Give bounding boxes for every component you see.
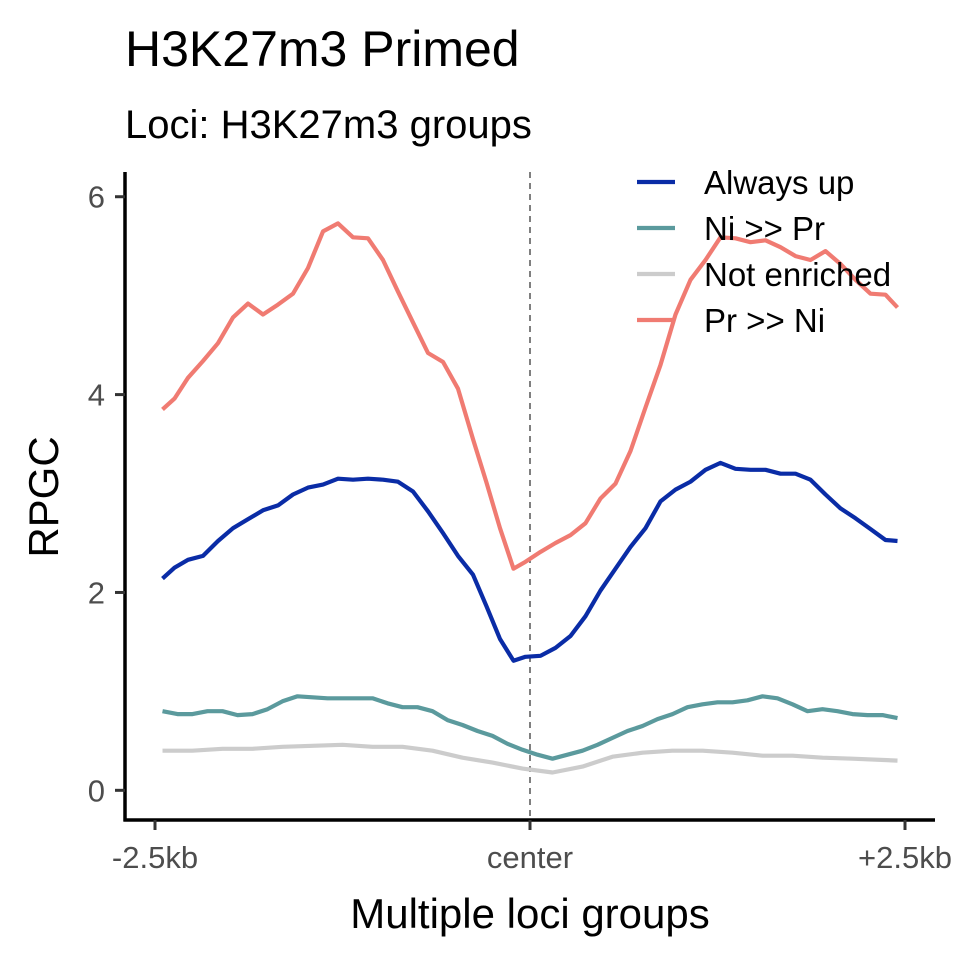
axes-layer: 0 2 4 6 -2.5kb center +2.5kb [88, 172, 952, 875]
legend-label-3: Pr >> Ni [704, 302, 825, 339]
x-tick-label-0: -2.5kb [112, 840, 198, 875]
series-line-0 [161, 460, 898, 663]
legend-label-1: Ni >> Pr [704, 210, 825, 247]
y-axis-title: RPGC [20, 436, 67, 557]
y-tick-label-4: 4 [88, 378, 105, 413]
series-layer [161, 221, 900, 775]
y-tick-label-6: 6 [88, 180, 105, 215]
series-line-3 [161, 221, 900, 571]
y-axis-title-group: RPGC [20, 436, 67, 557]
series-line-2 [162, 742, 898, 775]
chart-subtitle: Loci: H3K27m3 groups [125, 103, 532, 147]
legend: Always up Ni >> Pr Not enriched Pr >> Ni [637, 164, 891, 339]
chart-title: H3K27m3 Primed [125, 21, 520, 77]
y-tick-label-2: 2 [88, 575, 105, 610]
x-tick-label-1: center [487, 840, 573, 875]
series-line-1 [162, 694, 898, 761]
legend-label-2: Not enriched [704, 256, 891, 293]
y-tick-label-0: 0 [88, 773, 105, 808]
x-tick-label-2: +2.5kb [858, 840, 952, 875]
legend-label-0: Always up [704, 164, 854, 201]
x-axis-title: Multiple loci groups [350, 890, 710, 937]
